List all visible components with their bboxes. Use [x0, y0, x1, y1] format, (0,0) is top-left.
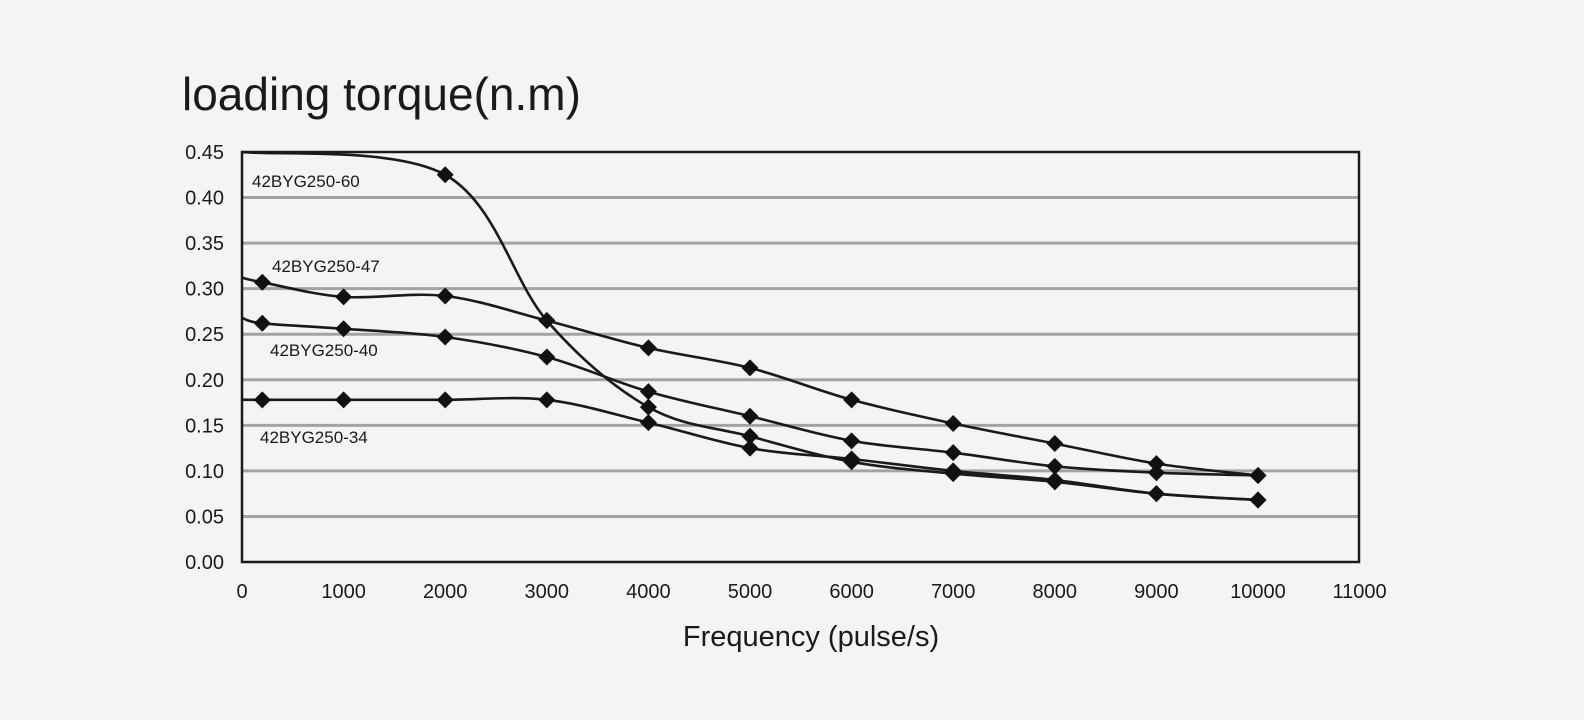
x-tick-label: 2000 — [423, 581, 468, 603]
data-point — [741, 439, 759, 457]
data-point — [335, 391, 353, 409]
series-label: 42BYG250-34 — [260, 428, 368, 447]
data-point — [436, 166, 454, 184]
y-tick-label: 0.15 — [185, 415, 224, 437]
data-point — [1046, 457, 1064, 475]
data-point — [538, 391, 556, 409]
x-axis-label: Frequency (pulse/s) — [683, 621, 939, 653]
data-point — [639, 339, 657, 357]
data-point — [1249, 491, 1267, 509]
data-point — [253, 391, 271, 409]
x-tick-label: 1000 — [321, 581, 366, 603]
y-tick-label: 0.45 — [185, 142, 224, 164]
data-point — [253, 273, 271, 291]
y-tick-label: 0.40 — [185, 188, 224, 210]
x-tick-label: 6000 — [829, 581, 874, 603]
y-tick-label: 0.30 — [185, 279, 224, 301]
data-point — [944, 444, 962, 462]
data-point — [1249, 466, 1267, 484]
data-point — [436, 391, 454, 409]
y-tick-label: 0.00 — [185, 552, 224, 574]
data-point — [843, 432, 861, 450]
data-point — [253, 314, 271, 332]
y-tick-label: 0.20 — [185, 370, 224, 392]
data-point — [335, 288, 353, 306]
data-point — [1147, 464, 1165, 482]
data-point — [944, 415, 962, 433]
data-point — [843, 450, 861, 468]
data-point — [1147, 455, 1165, 473]
data-point — [944, 462, 962, 480]
x-tick-label: 4000 — [626, 581, 671, 603]
series-label: 42BYG250-47 — [272, 257, 380, 276]
series-labels: 42BYG250-60 42BYG250-47 42BYG250-40 42BYG25… — [252, 172, 380, 447]
y-tick-label: 0.25 — [185, 324, 224, 346]
chart-title: loading torque(n.m) — [182, 68, 581, 120]
data-point — [741, 407, 759, 425]
data-point — [436, 287, 454, 305]
y-tick-label: 0.10 — [185, 461, 224, 483]
x-tick-label: 0 — [236, 581, 247, 603]
data-point — [1046, 435, 1064, 453]
x-tick-label: 7000 — [931, 581, 976, 603]
y-tick-label: 0.35 — [185, 233, 224, 255]
data-point — [741, 427, 759, 445]
x-tick-label: 3000 — [525, 581, 570, 603]
x-axis-ticks: 0 1000 2000 3000 4000 5000 6000 7000 8000 9000 100… — [236, 581, 1386, 603]
plot-frame — [240, 150, 1361, 564]
data-point — [335, 320, 353, 338]
data-point — [436, 328, 454, 346]
data-markers — [253, 166, 1267, 509]
x-tick-label: 9000 — [1134, 581, 1179, 603]
x-tick-label: 8000 — [1033, 581, 1078, 603]
data-point — [1046, 471, 1064, 489]
x-tick-label: 10000 — [1230, 581, 1286, 603]
data-point — [639, 383, 657, 401]
y-axis-ticks: 0.00 0.05 0.10 0.15 0.20 0.25 0.30 0.35 0.40 0.45 — [185, 142, 224, 574]
series-label: 42BYG250-40 — [270, 341, 378, 360]
data-point — [639, 414, 657, 432]
data-point — [639, 398, 657, 416]
series-label: 42BYG250-60 — [252, 172, 360, 191]
x-tick-label: 11000 — [1333, 581, 1387, 603]
y-tick-label: 0.05 — [185, 506, 224, 528]
data-point — [538, 312, 556, 330]
x-tick-label: 5000 — [728, 581, 773, 603]
data-point — [741, 359, 759, 377]
data-point — [1147, 485, 1165, 503]
data-point — [538, 348, 556, 366]
data-point — [843, 391, 861, 409]
